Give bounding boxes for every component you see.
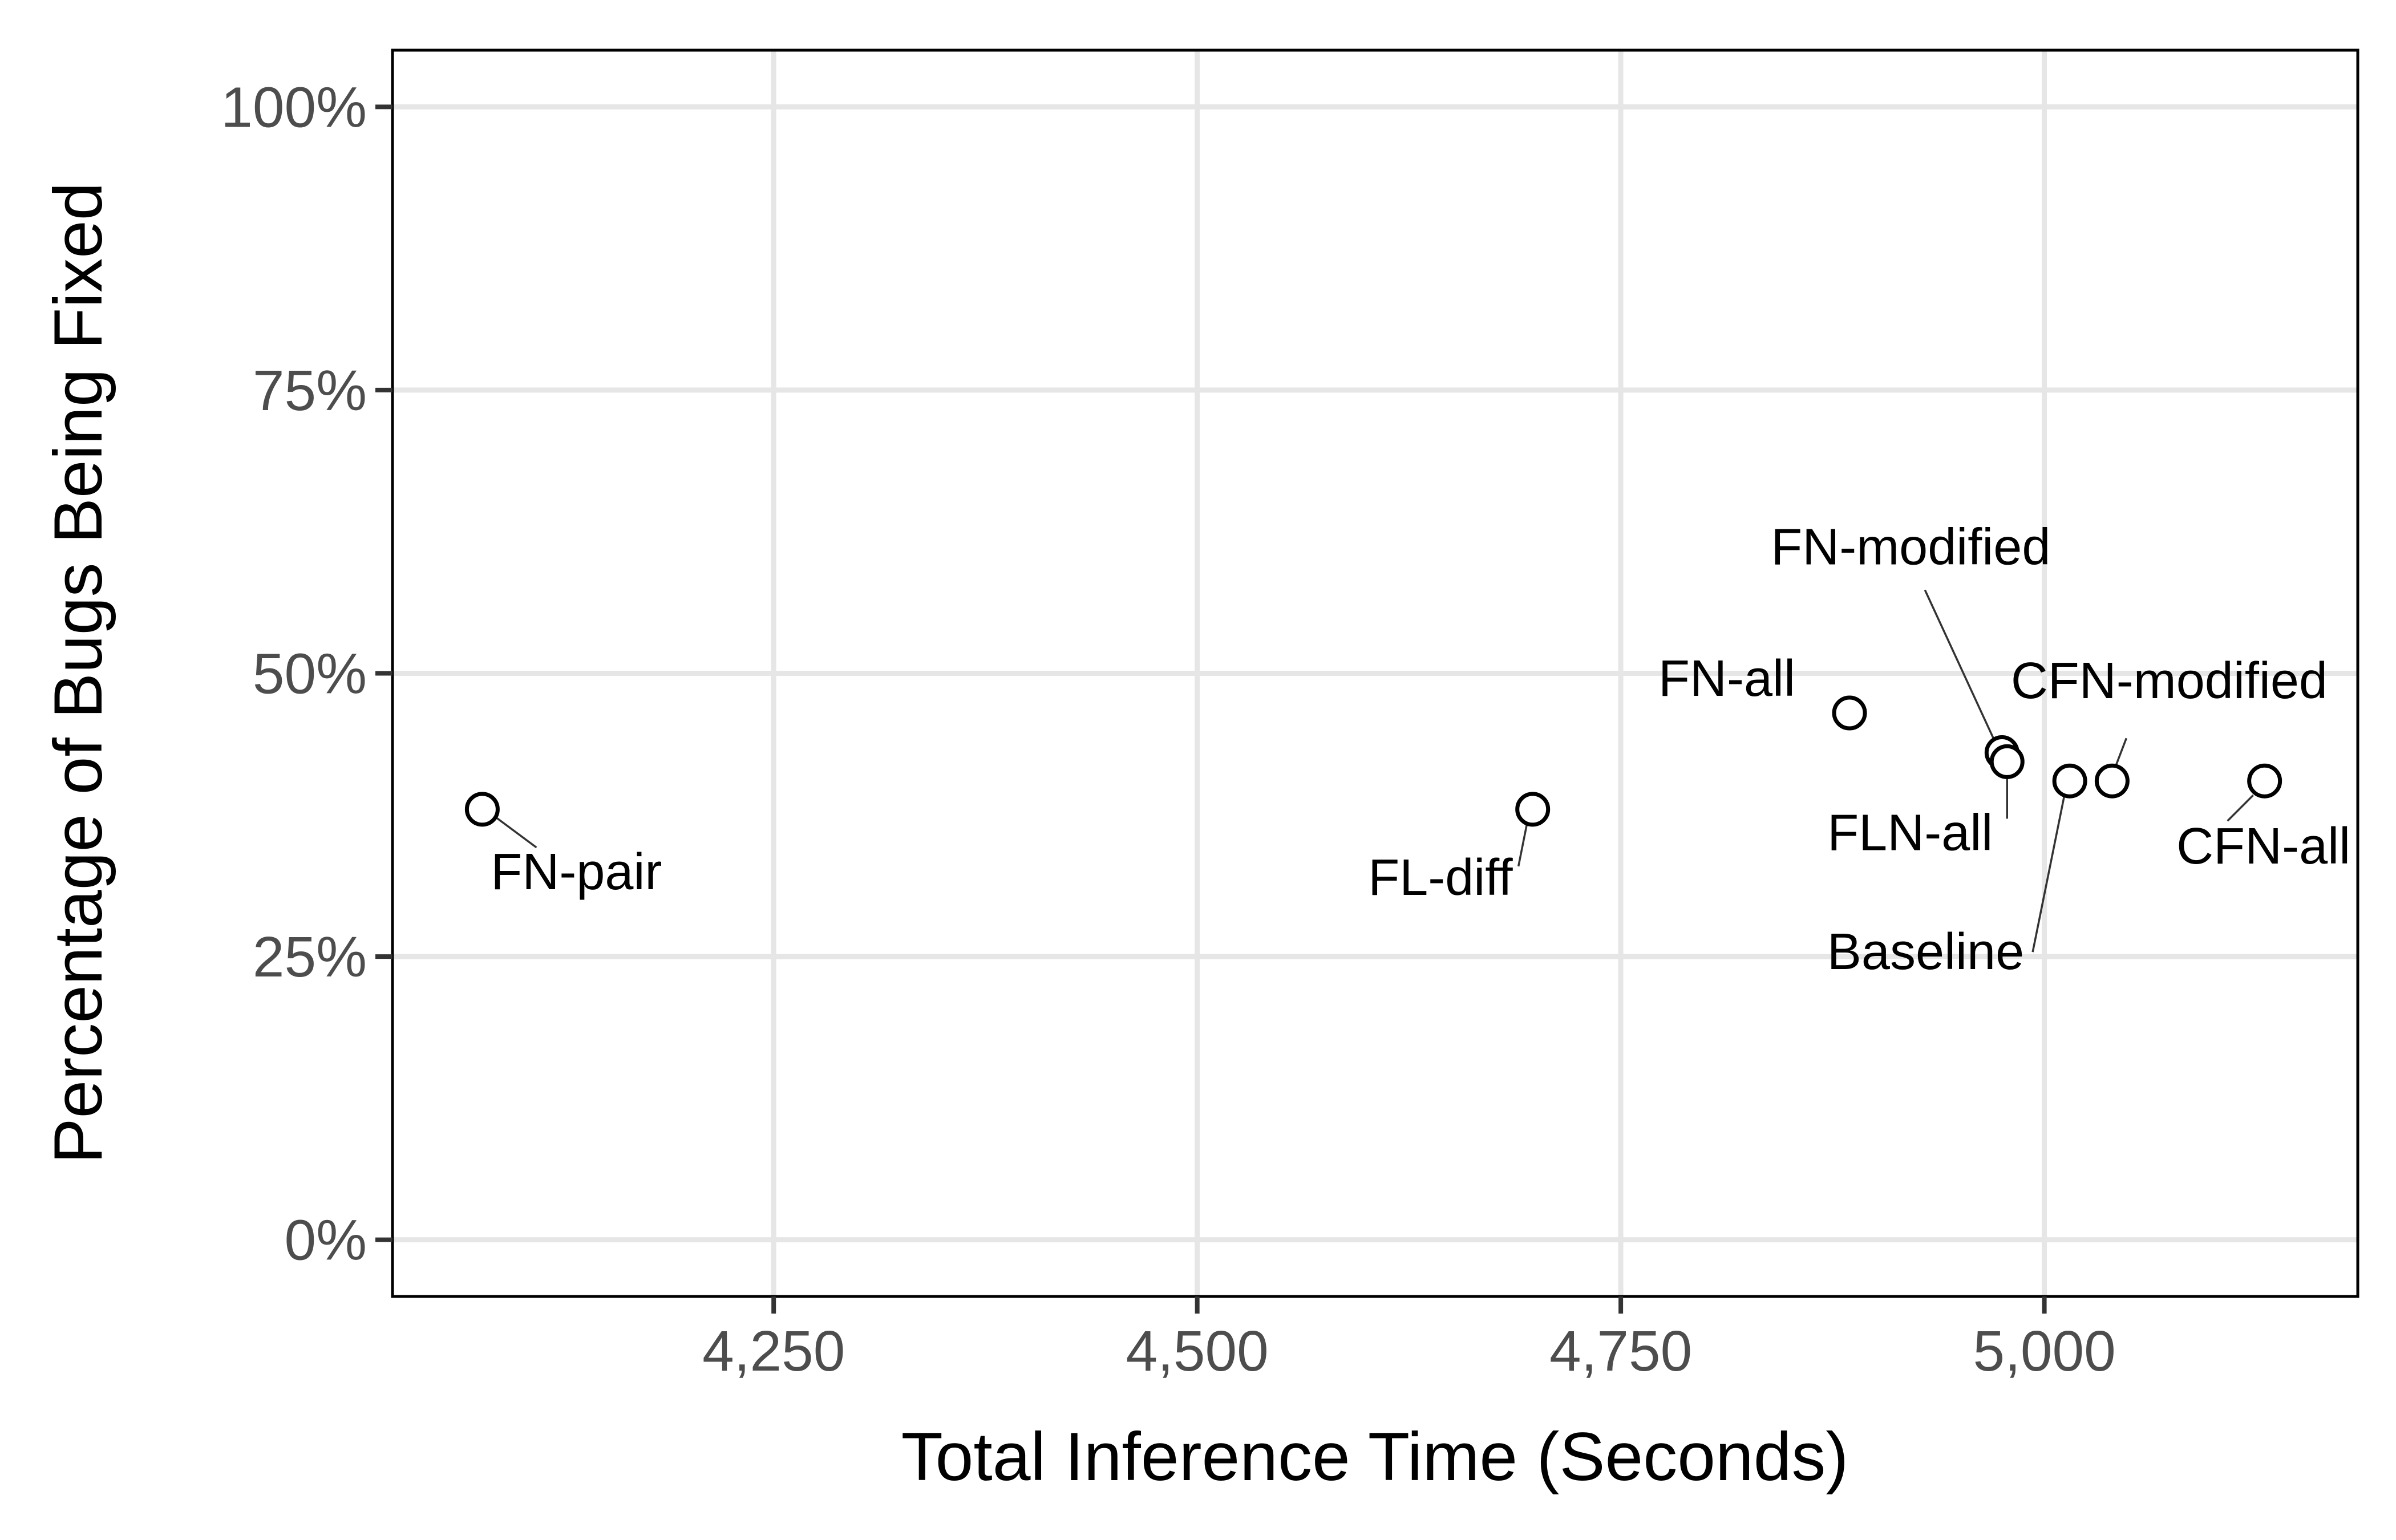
point-label: FN-modified xyxy=(1771,519,2050,576)
data-point xyxy=(2247,763,2282,799)
point-label: FN-all xyxy=(1658,650,1795,707)
x-axis-title: Total Inference Time (Seconds) xyxy=(901,1419,1849,1495)
label-leader-line xyxy=(2227,794,2254,822)
point-label: FN-pair xyxy=(491,844,662,901)
data-point xyxy=(2094,763,2130,799)
label-leaders xyxy=(496,589,2254,953)
y-tick-label: 25% xyxy=(253,925,367,989)
y-axis-title: Percentage of Bugs Being Fixed xyxy=(40,182,116,1164)
x-tick-label: 4,500 xyxy=(1126,1319,1269,1383)
point-label: Baseline xyxy=(1827,923,2024,980)
y-tick-label: 100% xyxy=(221,75,367,139)
label-leader-line xyxy=(2115,737,2128,765)
gridlines xyxy=(392,50,2358,1296)
data-points xyxy=(464,695,2282,827)
x-tick-label: 5,000 xyxy=(1973,1319,2115,1383)
data-point xyxy=(2052,763,2087,799)
point-label: FL-diff xyxy=(1368,849,1513,906)
y-tick-label: 0% xyxy=(284,1209,367,1272)
data-point xyxy=(464,792,500,827)
y-tick-label: 75% xyxy=(253,359,367,423)
point-label: FLN-all xyxy=(1827,804,1993,861)
x-tick-label: 4,750 xyxy=(1549,1319,1692,1383)
label-leader-line xyxy=(2031,796,2065,953)
axis-ticks: 0% 25% 50% 75% 100% 4,250 4,500 4,750 5,000 xyxy=(221,75,2115,1383)
data-point xyxy=(1989,744,2025,779)
label-leader-line xyxy=(496,817,537,849)
point-label: CFN-all xyxy=(2176,818,2350,875)
label-leader-line xyxy=(1924,589,1994,739)
data-point xyxy=(1832,695,1867,731)
x-tick-label: 4,250 xyxy=(702,1319,845,1383)
y-tick-label: 50% xyxy=(253,642,367,706)
data-point xyxy=(1515,792,1551,827)
point-label: CFN-modified xyxy=(2011,653,2328,710)
point-labels: FN-pair FL-diff FN-all FN-modified FLN-all Ba… xyxy=(491,519,2350,981)
label-leader-line xyxy=(1517,823,1528,867)
